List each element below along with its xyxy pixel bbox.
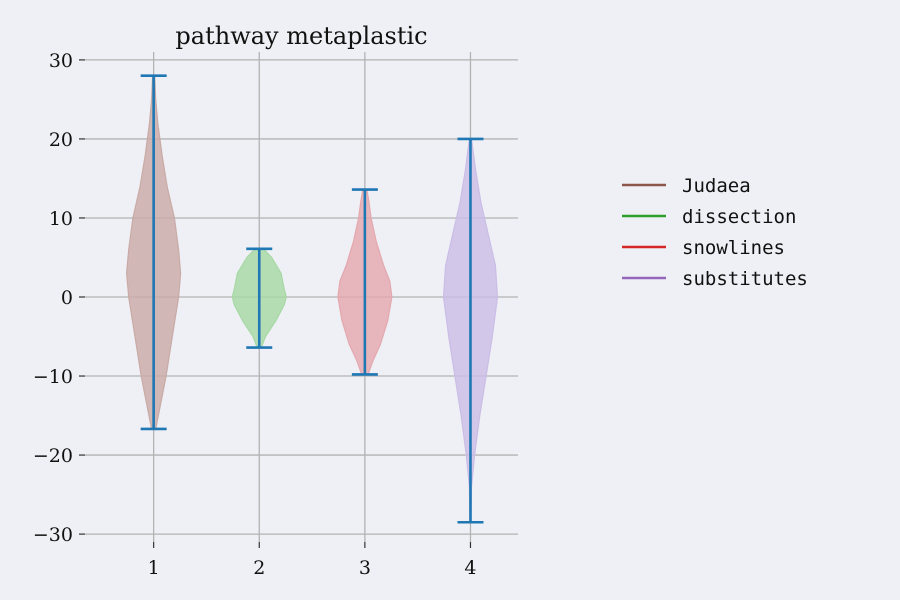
- y-tick-label: −10: [33, 366, 73, 388]
- x-tick-label: 1: [148, 557, 160, 579]
- y-tick-label: 20: [49, 129, 73, 151]
- x-tick-label: 4: [464, 557, 476, 579]
- chart-title: pathway metaplastic: [175, 22, 427, 50]
- legend-label: substitutes: [682, 268, 808, 290]
- y-tick-label: 30: [49, 50, 73, 72]
- y-tick-label: 0: [61, 287, 73, 309]
- legend-label: Judaea: [682, 175, 751, 197]
- y-tick-label: −20: [33, 445, 73, 467]
- legend-label: snowlines: [682, 237, 785, 259]
- x-tick-label: 2: [253, 557, 265, 579]
- legend-label: dissection: [682, 206, 796, 228]
- y-tick-label: 10: [49, 208, 73, 230]
- y-tick-label: −30: [33, 524, 73, 546]
- x-tick-label: 3: [359, 557, 371, 579]
